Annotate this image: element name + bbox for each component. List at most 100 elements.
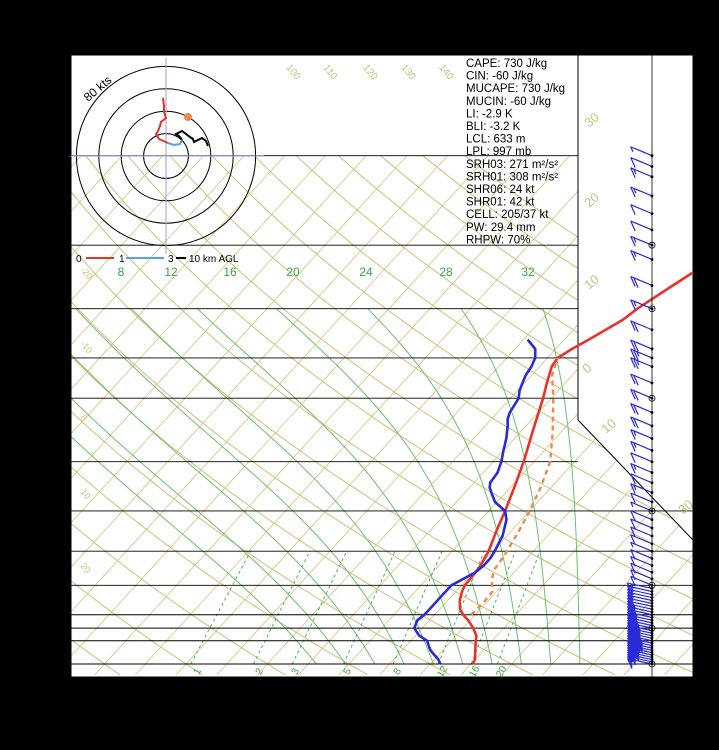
wind-barb-flag xyxy=(633,321,639,333)
wind-barb-flag xyxy=(633,375,639,386)
wind-barb xyxy=(630,473,654,485)
wind-barb-shaft xyxy=(630,492,653,503)
wind-barb-dot xyxy=(650,154,654,158)
wind-barb xyxy=(630,186,654,198)
wind-barb-dot xyxy=(650,284,654,287)
wind-barb-flag xyxy=(633,624,640,635)
wind-barb-shaft xyxy=(630,204,653,215)
wind-barb-flag xyxy=(633,621,640,632)
wind-barb-dot xyxy=(650,596,654,599)
wind-barb-flag xyxy=(633,442,637,448)
wind-barb-flag xyxy=(627,647,633,658)
wind-barb-flag xyxy=(633,237,637,243)
wind-barb-flag xyxy=(627,619,633,631)
wind-barb-flag xyxy=(633,464,637,471)
wind-barb-flag xyxy=(636,359,640,366)
dry-adiabat-line xyxy=(85,155,693,676)
wind-barb xyxy=(630,416,654,429)
wind-barb xyxy=(630,402,654,416)
theta-e-label: 24 xyxy=(359,265,373,279)
dry-adiabat-line xyxy=(71,155,368,676)
wind-barb-flag xyxy=(630,157,636,168)
wind-barb-dot xyxy=(650,500,654,504)
wind-barb-flag xyxy=(633,341,639,352)
wind-barb-dot xyxy=(650,491,654,494)
wind-barb-flag xyxy=(627,582,633,594)
isotherm-line xyxy=(582,155,693,676)
wind-barb-flag xyxy=(630,510,636,521)
wind-barb xyxy=(630,249,654,261)
x-tick-label: 40 xyxy=(342,689,356,704)
y-tick-label: 200 xyxy=(41,302,63,317)
wind-barb-dot xyxy=(650,307,654,311)
theta-e-label: 16 xyxy=(223,265,237,279)
mixing-ratio-line xyxy=(470,551,516,665)
index-text: CELL: 205/37 kt xyxy=(466,209,549,221)
wind-barb-dot xyxy=(650,636,654,640)
wind-barb-dot xyxy=(650,639,654,643)
wind-barb-dot xyxy=(650,424,654,428)
wind-barb-flag xyxy=(627,617,633,628)
wind-barb xyxy=(630,501,654,513)
isotherm-line xyxy=(542,155,693,676)
wind-barb-dot xyxy=(650,194,654,198)
wind-barb-flag xyxy=(633,417,639,429)
mixing-ratio-label: 1 xyxy=(192,666,205,677)
wind-level-marker xyxy=(648,507,656,515)
wind-barb-flag xyxy=(630,357,636,368)
wind-barb-flag xyxy=(630,542,634,548)
mixing-ratio-label: 3 xyxy=(290,666,303,677)
isotherm-line xyxy=(71,155,448,676)
x-axis-label: Temperature (F) xyxy=(317,712,403,726)
wind-barb-flag xyxy=(630,373,636,385)
wind-barb xyxy=(627,622,654,635)
wind-barb-flag xyxy=(633,404,639,416)
dry-adiabat-line xyxy=(211,155,693,676)
wind-barb xyxy=(630,339,654,352)
wind-barb xyxy=(630,452,654,464)
wind-barb-flag xyxy=(633,251,637,258)
wind-barb xyxy=(630,526,654,538)
header-forecast-time: 10/07/2014 (16:00) 15 hr fcst xyxy=(71,2,238,17)
wind-barb-dot xyxy=(650,258,654,261)
wind-barb-dot xyxy=(650,526,654,530)
hodograph-legend: 0 1 3 10 km AGL xyxy=(76,254,239,265)
wind-barb-dot xyxy=(650,396,654,400)
isotherm-line xyxy=(71,155,164,676)
y-tick-label: 400 xyxy=(41,455,63,470)
wind-barb-flag xyxy=(627,644,633,656)
wind-barb-flag xyxy=(630,204,636,215)
wind-barb-shaft xyxy=(630,501,653,512)
theta-e-label: 8 xyxy=(118,265,125,279)
theta-e-label: 32 xyxy=(521,265,535,279)
wind-barb-dot xyxy=(650,365,654,369)
hodograph-trace xyxy=(174,129,209,147)
wind-barb-flag xyxy=(630,146,634,152)
mixing-ratio-line xyxy=(392,551,443,665)
dry-adiabat-line xyxy=(127,155,693,676)
index-text: SHR01: 42 kt xyxy=(466,197,535,209)
isotherm-line xyxy=(71,155,245,676)
wind-axis-label: Wind (kt) xyxy=(630,688,678,702)
wind-barb-flag xyxy=(630,276,636,287)
wind-barb-flag xyxy=(630,518,636,530)
index-panel-border xyxy=(577,55,694,541)
header-location: OKX 72501 Brookhaven, NY at nearest HRRR… xyxy=(71,20,542,35)
wind-barb xyxy=(630,320,654,333)
isotherm-line xyxy=(297,155,693,676)
x-tick-label: 60 xyxy=(423,689,437,704)
theta-e-label: 28 xyxy=(439,265,453,279)
wind-barb-dot xyxy=(650,607,654,611)
wind-barb-dot xyxy=(650,631,654,635)
wind-barb xyxy=(630,373,654,386)
wind-barb-flag xyxy=(630,492,636,504)
dry-adiabat-line xyxy=(71,155,203,676)
wind-barb xyxy=(630,462,654,474)
mixing-ratio-line xyxy=(496,551,541,665)
y-tick-label: 500 xyxy=(41,504,63,519)
wind-barb-flag xyxy=(630,463,636,474)
index-text: LPL: 997 mb xyxy=(466,146,531,158)
dry-adiabat-line xyxy=(253,155,693,676)
header-valid-time: Valid 10/08/2014 07:00 UTC xyxy=(305,2,469,17)
wind-barb-flag xyxy=(627,609,633,620)
